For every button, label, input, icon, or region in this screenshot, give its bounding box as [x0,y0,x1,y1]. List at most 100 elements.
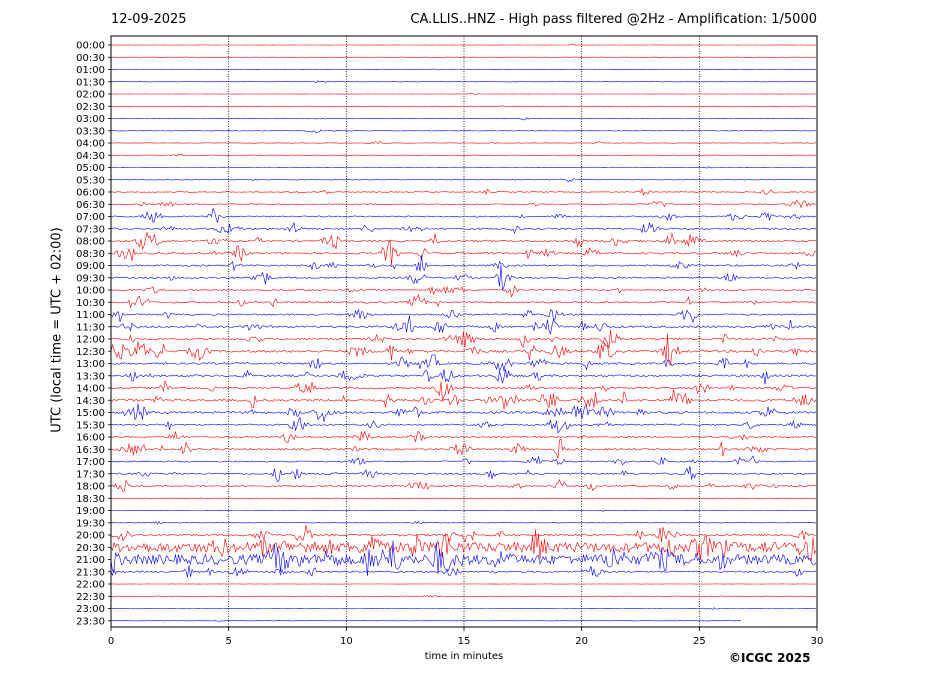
seismic-trace [110,607,817,610]
y-tick-label: 16:30 [76,445,105,456]
seismic-trace [110,166,817,169]
seismic-trace [110,565,817,578]
seismic-trace [110,466,817,483]
seismic-trace [111,93,816,95]
seismic-trace [110,153,817,157]
seismic-trace [110,509,817,512]
y-tick-label: 11:00 [76,310,105,321]
seismic-trace [111,595,816,598]
x-tick-label: 20 [575,636,588,647]
y-tick-label: 00:30 [76,53,105,64]
seismic-trace [110,43,817,46]
y-tick-label: 06:00 [76,188,105,199]
y-tick-label: 09:30 [76,273,105,284]
y-tick-label: 12:30 [76,347,105,358]
seismic-trace [110,239,817,266]
y-tick-label: 20:00 [76,531,105,542]
seismic-trace [110,540,817,576]
seismic-trace [110,478,817,493]
seismic-trace [110,354,817,373]
y-tick-label: 07:30 [76,224,105,235]
seismic-trace [110,284,817,298]
seismic-trace [110,221,817,234]
y-tick-label: 05:30 [76,175,105,186]
seismic-trace [110,430,817,443]
x-tick-label: 30 [811,636,824,647]
seismic-trace [110,455,817,466]
seismic-trace [110,389,817,410]
x-tick-label: 25 [693,636,706,647]
y-tick-label: 22:00 [76,580,105,591]
y-tick-label: 03:00 [76,114,105,125]
y-tick-label: 01:30 [76,77,105,88]
y-tick-label: 16:00 [76,433,105,444]
y-tick-label: 05:00 [76,163,105,174]
y-tick-label: 18:30 [76,494,105,505]
seismic-trace [110,188,817,197]
y-tick-label: 17:00 [76,457,105,468]
seismic-trace [110,255,817,272]
seismic-trace [110,529,817,561]
seismic-trace [110,520,816,525]
y-tick-label: 20:30 [76,543,105,554]
y-tick-label: 18:00 [76,482,105,493]
seismic-trace [110,497,816,499]
y-tick-label: 02:30 [76,102,105,113]
y-tick-label: 14:00 [76,384,105,395]
x-tick-label: 15 [458,636,471,647]
x-tick-label: 5 [225,636,231,647]
seismic-trace [110,329,817,349]
seismic-trace [110,379,817,401]
y-tick-label: 15:30 [76,420,105,431]
seismic-trace [111,105,817,108]
y-tick-label: 15:00 [76,408,105,419]
chart-title: CA.LLIS..HNZ - High pass filtered @2Hz -… [410,12,817,27]
seismic-trace [110,403,817,422]
y-tick-label: 19:30 [76,518,105,529]
x-tick-label: 10 [340,636,353,647]
y-tick-label: 02:00 [76,90,105,101]
seismic-trace [110,56,817,58]
y-tick-label: 08:30 [76,249,105,260]
y-tick-label: 00:00 [76,41,105,52]
seismic-trace [110,333,817,366]
y-tick-label: 09:00 [76,261,105,272]
y-tick-label: 03:30 [76,126,105,137]
y-tick-label: 13:00 [76,359,105,370]
y-tick-label: 04:00 [76,139,105,150]
seismic-trace [110,309,817,324]
copyright-label: ©ICGC 2025 [729,651,811,665]
y-tick-label: 23:00 [76,604,105,615]
y-tick-label: 21:00 [76,555,105,566]
y-tick-label: 19:00 [76,506,105,517]
seismic-trace [111,178,817,183]
y-tick-label: 13:30 [76,371,105,382]
seismic-trace [110,315,817,336]
y-tick-label: 12:00 [76,335,105,346]
y-tick-label: 10:30 [76,298,105,309]
seismic-trace [110,264,817,291]
x-axis-label: time in minutes [424,651,504,662]
seismic-trace [110,80,817,83]
seismic-trace [110,294,817,309]
y-tick-label: 07:00 [76,212,105,223]
y-tick-label: 14:30 [76,396,105,407]
seismic-trace [110,141,817,145]
y-tick-label: 22:30 [76,592,105,603]
y-tick-label: 11:30 [76,322,105,333]
y-tick-label: 17:30 [76,469,105,480]
y-tick-label: 04:30 [76,151,105,162]
y-tick-label: 08:00 [76,237,105,248]
y-tick-label: 10:00 [76,286,105,297]
y-tick-label: 23:30 [76,616,105,627]
seismic-trace [110,525,817,543]
y-tick-label: 21:30 [76,567,105,578]
seismic-trace [111,117,816,121]
y-tick-label: 06:30 [76,200,105,211]
y-tick-label: 01:00 [76,65,105,76]
seismic-trace [111,620,742,622]
seismic-trace [110,129,817,134]
seismic-trace [110,231,817,250]
date-label: 12-09-2025 [111,12,187,27]
